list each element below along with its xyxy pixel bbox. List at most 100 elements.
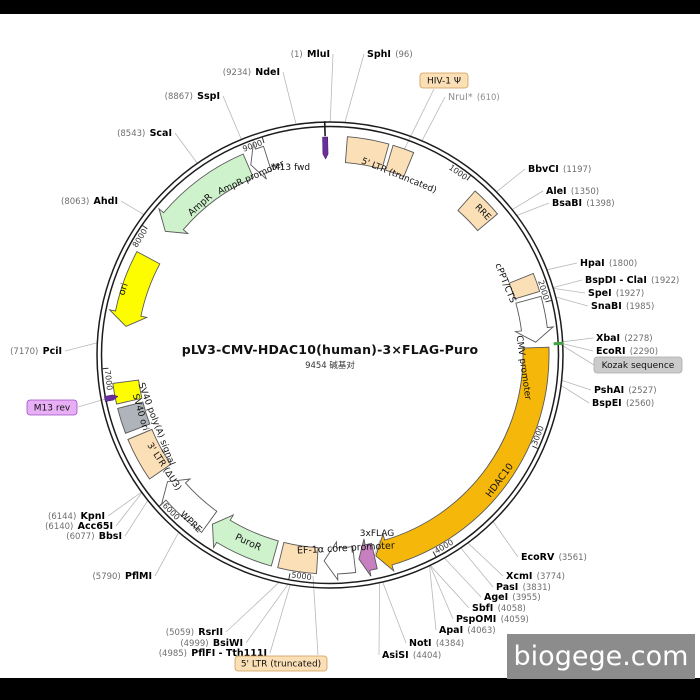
site-label-rsrii[interactable]: (5059) RsrII <box>166 627 223 638</box>
feature-cppt-cts[interactable] <box>508 272 541 300</box>
ltr5-bottom-label-leader <box>312 575 319 656</box>
leader-asisi <box>378 582 380 656</box>
hiv1-psi-label-leader <box>401 88 435 155</box>
leader-sspi <box>222 95 242 140</box>
site-label-pasi[interactable]: PasI (3831) <box>496 582 551 593</box>
site-label-xcmi[interactable]: XcmI (3774) <box>506 571 565 582</box>
site-label-pspomi[interactable]: PspOMI (4059) <box>456 614 529 625</box>
tick-8000 <box>141 224 148 230</box>
site-label-acc65i[interactable]: (6140) Acc65I <box>45 521 113 532</box>
leader-xbai <box>562 337 594 343</box>
leader-agei <box>444 557 482 598</box>
site-label-sspi[interactable]: (8867) SspI <box>165 91 220 102</box>
site-label-pflmi[interactable]: (5790) PflMI <box>92 571 152 582</box>
m13-rev-label[interactable]: M13 rev <box>34 404 71 414</box>
feature-hdac10[interactable] <box>375 346 550 573</box>
site-label-pflfi-tth111i[interactable]: (4985) PflFI - Tth111I <box>159 648 267 659</box>
feature-ltr5-bottom[interactable] <box>277 541 319 575</box>
site-label-sbfi[interactable]: SbfI (4058) <box>472 603 526 614</box>
hiv1-psi-label-bg <box>419 72 469 89</box>
tick-1000 <box>466 174 472 181</box>
site-label-noti[interactable]: NotI (4384) <box>409 638 464 649</box>
site-label-bsiwi[interactable]: (4999) BsiWI <box>180 638 243 649</box>
feature-ef1a-core-promoter[interactable] <box>323 540 357 582</box>
feature-ori[interactable] <box>108 250 161 327</box>
tick-4000 <box>432 551 437 558</box>
site-label-pshai[interactable]: PshAI (2527) <box>594 385 657 396</box>
site-label-sphi[interactable]: SphI (96) <box>367 49 413 60</box>
leader-hpai <box>546 262 578 271</box>
leader-bspdi-clai <box>552 279 583 288</box>
leader-ecorv <box>492 521 519 558</box>
site-label-agei[interactable]: AgeI (3955) <box>484 592 541 603</box>
site-label-bbvci[interactable]: BbvCI (1197) <box>528 164 591 175</box>
feature-wpre[interactable] <box>160 478 218 534</box>
leader-bsabi <box>516 202 550 216</box>
leader-snabi <box>555 296 589 307</box>
tick-label-7000: 7000 <box>103 370 114 391</box>
leader-noti <box>382 581 407 644</box>
leader-bbvci <box>496 168 526 193</box>
leader-kpni <box>107 491 142 517</box>
feature-sv40-ori[interactable] <box>117 401 151 434</box>
m13-rev-label-bg <box>26 399 78 416</box>
backbone-ring-outer <box>96 121 564 589</box>
feature-rre[interactable] <box>457 190 499 232</box>
ltr5-bottom-label[interactable]: 5' LTR (truncated) <box>241 660 321 670</box>
feature-m13-rev-primer[interactable] <box>104 394 119 402</box>
tick-label-5000: 5000 <box>291 570 312 582</box>
site-label-mlui[interactable]: (1) MluI <box>291 49 330 60</box>
site-label-ecorv[interactable]: EcoRV (3561) <box>521 552 587 563</box>
site-label-ndei[interactable]: (9234) NdeI <box>223 67 280 78</box>
site-label-bspei[interactable]: BspEI (2560) <box>592 398 654 409</box>
kozak-label-leader <box>559 343 595 366</box>
tick-5000 <box>288 573 291 580</box>
site-label-kpni[interactable]: (6144) KpnI <box>48 511 105 522</box>
leader-bspei <box>560 384 590 404</box>
hiv1-psi-label[interactable]: HIV-1 Ψ <box>427 77 461 87</box>
feature-ltr5-top[interactable] <box>344 136 390 170</box>
flag3x-label[interactable]: 3xFLAG <box>360 529 394 539</box>
leader-pshai <box>561 379 592 391</box>
site-label-spei[interactable]: SpeI (1927) <box>588 288 644 299</box>
watermark-biogege: biogege.com <box>507 634 695 679</box>
feature-m13-fwd-primer[interactable] <box>322 136 329 160</box>
feature-puror[interactable] <box>212 514 279 567</box>
tick-2000 <box>545 299 553 303</box>
leader-scai <box>174 132 198 164</box>
feature-flag3x[interactable] <box>358 538 378 577</box>
leader-pflfi-tth111i <box>269 584 291 654</box>
leader-ecori <box>562 343 594 352</box>
site-label-bbsi[interactable]: (6077) BbsI <box>66 531 122 542</box>
site-label-bsabi[interactable]: BsaBI (1398) <box>552 198 615 209</box>
feature-ltr3-du3[interactable] <box>127 428 172 480</box>
site-label-alei[interactable]: AleI (1350) <box>546 186 599 197</box>
site-label-bspdi-clai[interactable]: BspDI - ClaI (1922) <box>585 275 679 286</box>
leader-alei <box>511 190 544 211</box>
tick-9000 <box>261 136 265 144</box>
leader-bsiwi <box>245 583 289 644</box>
feature-ampr[interactable] <box>158 153 254 235</box>
feature-label-ef1a-core-promoter[interactable]: EF-1α core promoter <box>297 540 395 556</box>
feature-hiv1-psi[interactable] <box>385 144 415 178</box>
feature-label-m13-fwd-primer[interactable]: M13 fwd <box>272 163 310 173</box>
leader-rsrii <box>225 582 280 633</box>
site-label-asisi[interactable]: AsiSI (4404) <box>382 650 441 661</box>
site-label-ahdi[interactable]: (8063) AhdI <box>61 196 118 207</box>
backbone-ring-inner <box>100 125 560 585</box>
feature-ampr-promoter[interactable] <box>250 143 272 180</box>
feature-cmv-promoter[interactable] <box>514 295 555 343</box>
site-label-pcii[interactable]: (7170) PciI <box>10 346 62 357</box>
kozak-sequence-mark[interactable] <box>553 341 564 346</box>
site-label-xbai[interactable]: XbaI (2278) <box>596 333 653 344</box>
leader-pasi <box>460 547 494 588</box>
site-label-hpai[interactable]: HpaI (1800) <box>580 258 637 269</box>
kozak-label[interactable]: Kozak sequence <box>602 361 675 371</box>
site-label-apai[interactable]: ApaI (4063) <box>439 625 496 636</box>
site-label-snabi[interactable]: SnaBI (1985) <box>591 301 654 312</box>
feature-label-ori[interactable]: ori <box>116 282 130 297</box>
site-label-ecori[interactable]: EcoRI (2290) <box>596 346 658 357</box>
site-label-scai[interactable]: (8543) ScaI <box>117 128 172 139</box>
site-label-nrui-[interactable]: NruI* (610) <box>448 92 500 103</box>
